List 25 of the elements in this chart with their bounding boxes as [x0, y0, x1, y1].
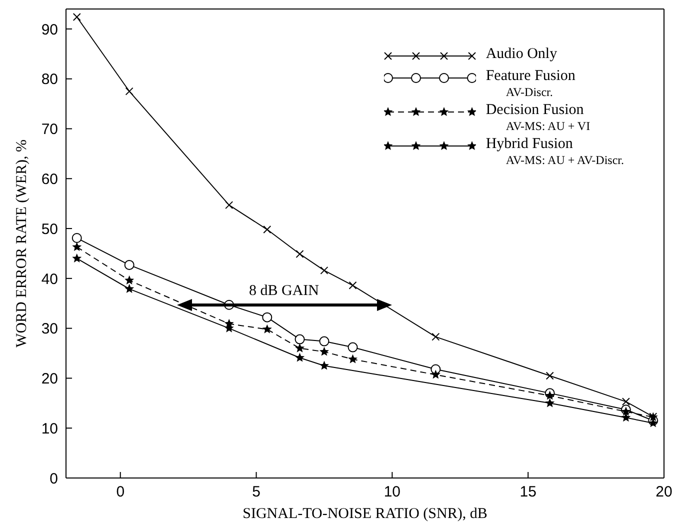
x-axis-title: SIGNAL-TO-NOISE RATIO (SNR), dB [242, 506, 488, 522]
y-tick-label: 80 [41, 71, 58, 88]
annotation: AV-MS: AU + VI [506, 119, 590, 134]
y-tick-label: 50 [41, 220, 58, 238]
y-tick-label: 10 [41, 420, 58, 438]
annotation: 8 dB GAIN [249, 283, 320, 299]
x-tick-label: 10 [384, 484, 401, 501]
legend-label: Hybrid Fusion [486, 136, 574, 153]
legend-label: Decision Fusion [486, 102, 585, 119]
annotation: AV-Discr. [506, 85, 554, 100]
y-tick-label: 20 [41, 370, 58, 388]
x-tick-label: 15 [520, 484, 536, 501]
x-tick-label: 5 [252, 484, 260, 501]
annotation: AV-MS: AU + AV-Discr. [506, 153, 624, 168]
x-tick-label: 20 [656, 484, 672, 501]
legend-label: Audio Only [486, 46, 558, 63]
y-tick-label: 60 [41, 170, 58, 188]
y-tick-label: 70 [41, 121, 58, 138]
y-tick-label: 30 [41, 320, 58, 338]
y-axis-title: WORD ERROR RATE (WER), % [14, 140, 30, 348]
x-tick-label: 0 [116, 484, 125, 501]
y-tick-label: 0 [50, 470, 58, 488]
legend-label: Feature Fusion [486, 68, 576, 85]
y-tick-label: 40 [41, 270, 58, 288]
y-tick-label: 90 [41, 21, 58, 38]
